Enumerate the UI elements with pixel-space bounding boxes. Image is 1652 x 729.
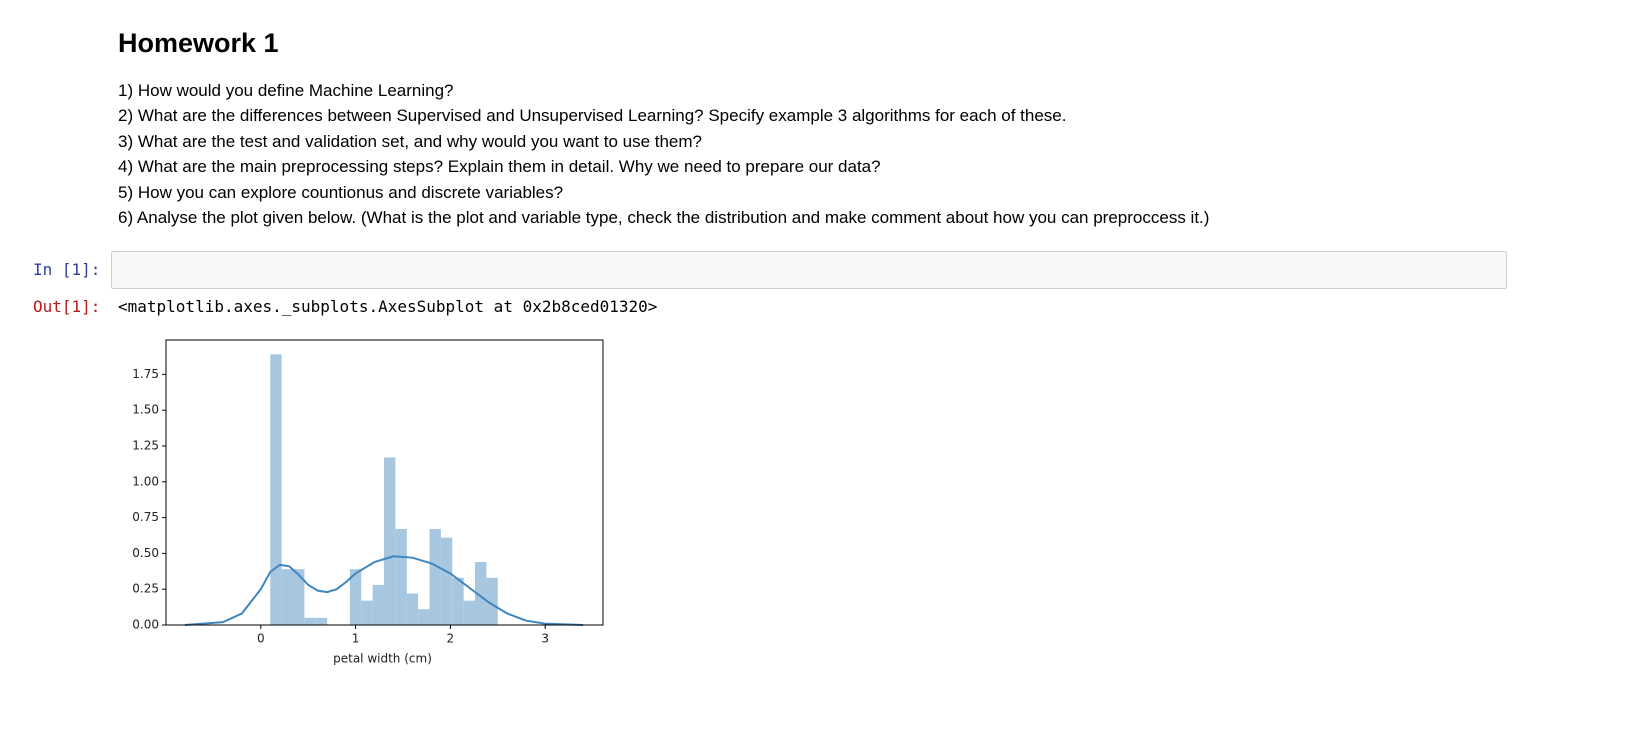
input-prompt: In [1]:: [33, 260, 101, 279]
plot-frame: [165, 339, 604, 626]
bar: [463, 600, 476, 625]
bar: [361, 600, 373, 625]
bar: [372, 584, 385, 625]
x-tick-label: 3: [541, 632, 549, 646]
bar: [406, 593, 419, 625]
bar: [270, 354, 282, 625]
question: 6) Analyse the plot given below. (What i…: [118, 208, 1210, 227]
bar: [281, 569, 294, 625]
x-axis-label: petal width (cm): [333, 652, 432, 666]
output-text: <matplotlib.axes._subplots.AxesSubplot a…: [118, 297, 658, 316]
output-prompt: Out[1]:: [33, 297, 101, 316]
code-input[interactable]: [111, 251, 1507, 289]
y-tick-label: 0.75: [132, 510, 159, 524]
y-tick-label: 1.25: [132, 438, 159, 452]
y-tick-label: 1.50: [132, 403, 159, 417]
question: 1) How would you define Machine Learning…: [118, 81, 454, 100]
bar: [395, 529, 407, 625]
bar: [293, 569, 305, 625]
bar: [475, 561, 487, 625]
y-tick-label: 0.50: [132, 546, 159, 560]
question: 5) How you can explore countionus and di…: [118, 183, 564, 202]
y-tick-label: 0.25: [132, 582, 159, 596]
chart: 0.00 0.25 0.50 0.75 1.00 1.25 1.50 1.75 0 1 2 3 peta…: [132, 339, 604, 666]
question: 3) What are the test and validation set,…: [118, 132, 703, 151]
bar: [304, 617, 316, 625]
heading: Homework 1: [118, 28, 279, 58]
question: 4) What are the main preprocessing steps…: [118, 157, 881, 176]
bar: [315, 617, 328, 625]
bar: [486, 577, 498, 625]
bar: [349, 569, 362, 625]
x-tick-label: 1: [352, 632, 360, 646]
y-tick-label: 1.75: [132, 367, 159, 381]
x-tick-label: 0: [257, 632, 265, 646]
bar: [452, 577, 464, 625]
bar: [384, 457, 396, 625]
bar: [418, 609, 430, 625]
y-tick-label: 0.00: [132, 618, 159, 632]
bar: [440, 537, 453, 625]
question: 2) What are the differences between Supe…: [118, 106, 1067, 125]
kde-line: [184, 555, 584, 626]
bar: [429, 529, 441, 625]
x-tick-label: 2: [447, 632, 455, 646]
y-tick-label: 1.00: [132, 474, 159, 488]
